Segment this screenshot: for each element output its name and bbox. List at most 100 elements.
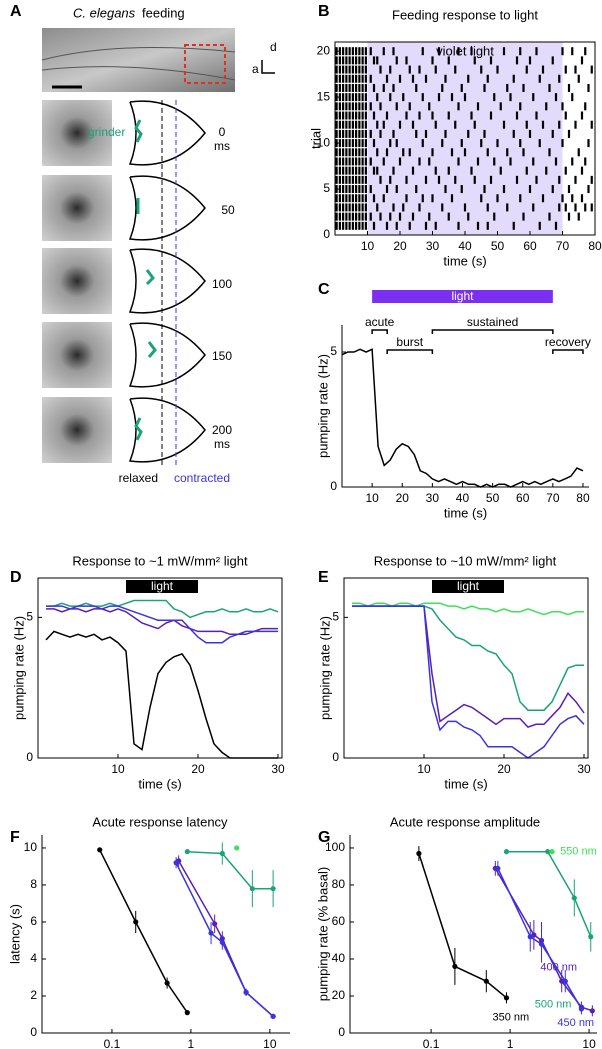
bulb-outline xyxy=(128,322,206,388)
x-tick-label: 10 xyxy=(361,239,375,253)
chart: light 10 20 30 0 5 Response to ~10 mW/mm² ligh… xyxy=(317,553,591,791)
panel-a: C. elegans feeding d a grinder 0 ms 50 1… xyxy=(41,5,277,485)
chart-title: Acute response amplitude xyxy=(390,814,540,829)
point xyxy=(545,849,551,855)
x-tick-label: 10 xyxy=(111,762,125,776)
y-tick-label: 40 xyxy=(332,951,346,965)
grinder-label: grinder xyxy=(88,125,125,139)
point xyxy=(212,921,218,927)
worm-outline xyxy=(41,47,236,81)
x-tick-label: 10 xyxy=(365,491,379,505)
time-label: 0 xyxy=(219,125,226,139)
axes-frame xyxy=(343,577,589,759)
light-label: light xyxy=(457,579,480,593)
y-axis-label: latency (s) xyxy=(7,904,22,964)
x-tick-label: 1 xyxy=(188,1037,195,1049)
y-tick-label: 0 xyxy=(330,479,337,493)
x-tick-label: 0.1 xyxy=(104,1037,121,1049)
series-line xyxy=(45,630,278,759)
fit-line xyxy=(418,853,507,999)
series-line xyxy=(46,605,278,644)
light-bar xyxy=(372,290,553,303)
point xyxy=(503,995,510,1001)
y-tick-label: 10 xyxy=(317,135,331,149)
x-tick-label: 60 xyxy=(523,239,537,253)
y-axis-label: pumping rate (Hz) xyxy=(317,616,332,720)
annotation-bracket xyxy=(371,329,388,334)
series-line xyxy=(352,605,585,728)
series-line xyxy=(352,605,584,711)
x-tick-label: 30 xyxy=(426,239,440,253)
chart-title: Acute response latency xyxy=(92,814,228,829)
annotation-label: acute xyxy=(365,315,395,329)
point xyxy=(97,847,103,853)
point xyxy=(234,845,240,851)
annotation-bracket xyxy=(552,349,584,354)
x-tick-label: 20 xyxy=(191,762,205,776)
x-tick-label: 20 xyxy=(393,239,407,253)
point xyxy=(538,941,545,947)
time-unit: ms xyxy=(214,437,230,451)
point xyxy=(164,980,170,986)
grinder xyxy=(145,269,155,286)
x-axis-label: time (s) xyxy=(443,253,486,268)
y-tick-label: 60 xyxy=(332,914,346,928)
point xyxy=(249,886,255,892)
chart-title: Response to ~10 mW/mm² light xyxy=(374,553,557,568)
point xyxy=(549,849,555,855)
panel-label: E xyxy=(318,569,329,586)
zoom-box xyxy=(184,44,226,84)
point xyxy=(243,989,249,995)
fit-line xyxy=(99,849,188,1014)
x-tick-label: 70 xyxy=(546,491,560,505)
y-axis-label: trial xyxy=(308,128,323,149)
x-tick-label: 30 xyxy=(271,762,285,776)
annotation-bracket xyxy=(431,329,554,334)
point xyxy=(184,849,190,855)
series-line xyxy=(46,599,279,619)
panel-a-title: feeding xyxy=(142,5,185,20)
light-shade xyxy=(367,42,563,235)
series-label: 350 nm xyxy=(492,1012,529,1024)
frame-photo xyxy=(42,397,112,463)
y-tick-label: 10 xyxy=(24,840,38,854)
light-label: light xyxy=(451,289,474,303)
point xyxy=(589,1008,595,1014)
x-tick-label: 20 xyxy=(396,491,410,505)
x-tick-label: 80 xyxy=(576,491,590,505)
axes-frame xyxy=(341,325,589,488)
x-tick-label: 10 xyxy=(582,1037,596,1049)
y-tick-label: 80 xyxy=(332,877,346,891)
x-tick-label: 10 xyxy=(263,1037,277,1049)
series-line xyxy=(352,602,584,616)
panel-label: D xyxy=(10,569,22,586)
x-tick-label: 50 xyxy=(491,239,505,253)
point xyxy=(562,978,568,984)
y-tick-label: 5 xyxy=(330,344,337,358)
contracted-label: contracted xyxy=(174,471,230,485)
y-tick-label: 0 xyxy=(332,750,339,764)
panel-label: F xyxy=(10,829,20,846)
bulb-outline xyxy=(128,100,206,166)
panel-a-title-italic: C. elegans xyxy=(73,5,136,20)
bulb-outline xyxy=(128,397,206,463)
chart: light 10 20 30 0 5 Response to ~1 mW/mm² light… xyxy=(11,553,285,791)
point xyxy=(559,978,565,984)
point xyxy=(571,895,577,901)
series-line xyxy=(341,348,584,488)
point xyxy=(270,1013,276,1019)
annotation-bracket xyxy=(386,349,434,354)
point xyxy=(133,919,139,925)
fit-line xyxy=(178,860,274,1017)
frame-photo xyxy=(42,100,112,166)
y-tick-label: 5 xyxy=(323,181,330,195)
point xyxy=(416,850,422,857)
x-axis-label: time (s) xyxy=(444,505,487,520)
y-axis-label: pumping rate (Hz) xyxy=(315,354,330,458)
light-label: light xyxy=(151,579,174,593)
light-bar xyxy=(126,580,198,593)
grinder xyxy=(134,119,143,143)
